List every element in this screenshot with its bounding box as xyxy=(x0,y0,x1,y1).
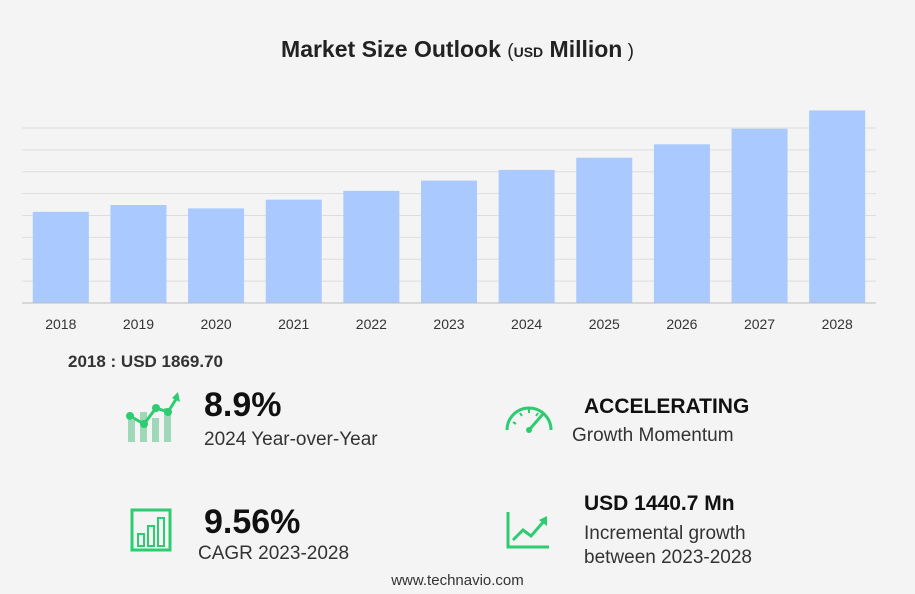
chart-title: Market Size Outlook (USD Million ) xyxy=(0,36,915,63)
trend-line-icon xyxy=(506,512,549,549)
bar-2020 xyxy=(188,208,245,303)
incremental-label-1: Incremental growth xyxy=(584,523,746,544)
speedometer-icon xyxy=(505,406,553,433)
cagr-label: CAGR 2023-2028 xyxy=(198,543,350,564)
title-text: Market Size Outlook xyxy=(281,36,501,62)
x-tick-label: 2026 xyxy=(666,316,697,332)
incremental-value: USD 1440.7 Mn xyxy=(584,492,735,515)
bar-2025 xyxy=(576,157,633,303)
yoy-label: 2024 Year-over-Year xyxy=(204,429,378,450)
bar-2024 xyxy=(498,169,555,303)
title-paren-close: ) xyxy=(622,41,634,62)
bar-2026 xyxy=(653,144,710,303)
bar-2019 xyxy=(110,205,167,303)
cagr-value: 9.56% xyxy=(204,503,301,541)
x-tick-label: 2024 xyxy=(511,316,542,332)
bar-2021 xyxy=(265,199,322,303)
bar-chart-icon xyxy=(130,508,172,552)
bar-2018 xyxy=(32,211,89,303)
yoy-value: 8.9% xyxy=(204,386,282,424)
base-year-value: 2018 : USD 1869.70 xyxy=(68,352,223,371)
title-unit-word: Million xyxy=(549,36,623,62)
x-tick-label: 2023 xyxy=(433,316,464,332)
growth-chart-icon xyxy=(126,392,180,442)
momentum-label: Growth Momentum xyxy=(572,425,734,446)
x-tick-label: 2021 xyxy=(278,316,309,332)
incremental-label-2: between 2023-2028 xyxy=(584,547,752,568)
x-tick-label: 2028 xyxy=(822,316,853,332)
bar-chart: 2018 2019 2020 2021 2022 2023 2024 2025 2026 2027… xyxy=(22,110,876,332)
x-tick-label: 2018 xyxy=(45,316,76,332)
bar-2027 xyxy=(731,128,788,303)
bar-2023 xyxy=(421,180,477,303)
x-tick-label: 2025 xyxy=(589,316,620,332)
title-unit-prefix: USD xyxy=(513,44,544,60)
x-tick-label: 2022 xyxy=(356,316,387,332)
x-tick-label: 2019 xyxy=(123,316,154,332)
x-tick-label: 2020 xyxy=(201,316,232,332)
momentum-value: ACCELERATING xyxy=(584,395,750,418)
bar-2028 xyxy=(809,110,866,303)
x-tick-label: 2027 xyxy=(744,316,775,332)
footer-url: www.technavio.com xyxy=(391,572,524,589)
title-paren-open: ( xyxy=(507,41,514,62)
bar-2022 xyxy=(343,190,400,303)
